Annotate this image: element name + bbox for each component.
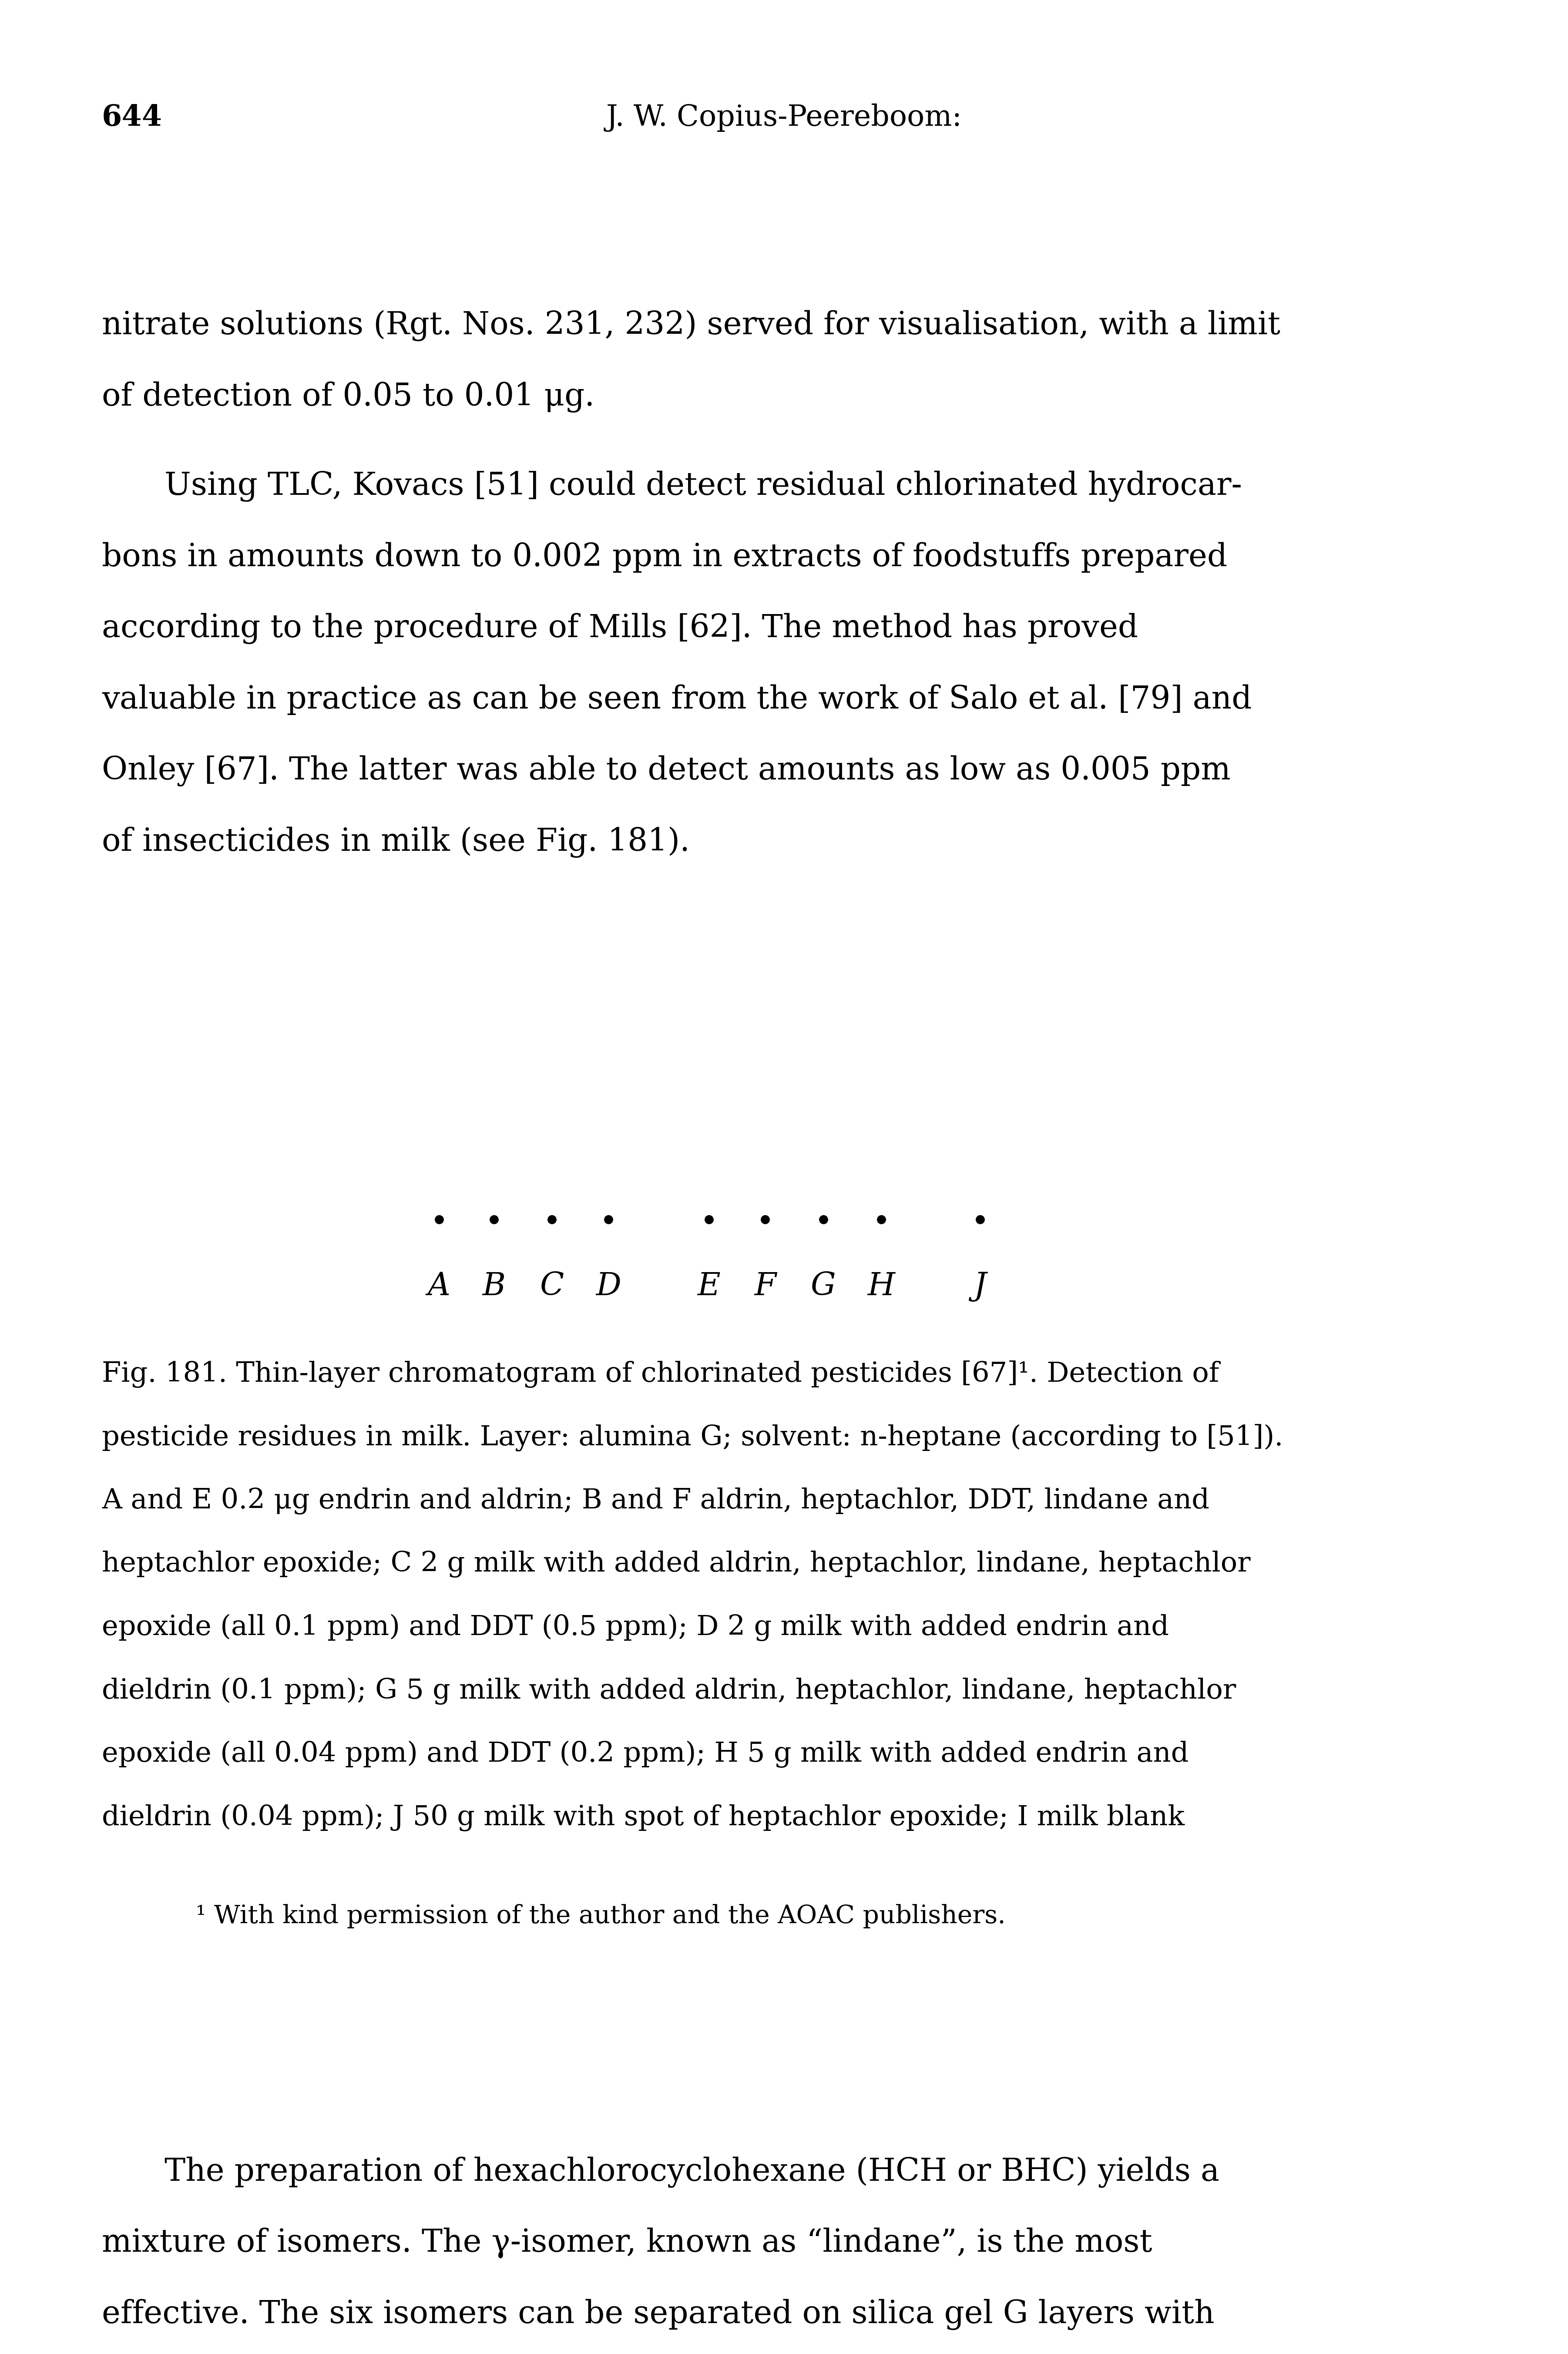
Text: Using TLC, Kovacs [51] could detect residual chlorinated hydrocar-: Using TLC, Kovacs [51] could detect resi… xyxy=(165,471,1242,501)
Text: D: D xyxy=(596,1271,621,1302)
Text: B: B xyxy=(483,1271,505,1302)
Text: pesticide residues in milk. Layer: alumina G; solvent: n-heptane (according to [: pesticide residues in milk. Layer: alumi… xyxy=(102,1424,1283,1452)
Text: dieldrin (0.04 ppm); J 50 g milk with spot of heptachlor epoxide; I milk blank: dieldrin (0.04 ppm); J 50 g milk with sp… xyxy=(102,1803,1185,1831)
Text: effective. The six isomers can be separated on silica gel G layers with: effective. The six isomers can be separa… xyxy=(102,2300,1215,2330)
Text: A and E 0.2 μg endrin and aldrin; B and F aldrin, heptachlor, DDT, lindane and: A and E 0.2 μg endrin and aldrin; B and … xyxy=(102,1488,1209,1514)
Text: Onley [67]. The latter was able to detect amounts as low as 0.005 ppm: Onley [67]. The latter was able to detec… xyxy=(102,756,1231,786)
Text: The preparation of hexachlorocyclohexane (HCH or BHC) yields a: The preparation of hexachlorocyclohexane… xyxy=(165,2156,1220,2187)
Text: of insecticides in milk (see Fig. 181).: of insecticides in milk (see Fig. 181). xyxy=(102,826,690,857)
Text: according to the procedure of Mills [62]. The method has proved: according to the procedure of Mills [62]… xyxy=(102,612,1138,645)
Text: mixture of isomers. The γ-isomer, known as “lindane”, is the most: mixture of isomers. The γ-isomer, known … xyxy=(102,2227,1152,2257)
Text: nitrate solutions (Rgt. Nos. 231, 232) served for visualisation, with a limit: nitrate solutions (Rgt. Nos. 231, 232) s… xyxy=(102,311,1281,341)
Text: C: C xyxy=(539,1271,564,1302)
Text: valuable in practice as can be seen from the work of Salo et al. [79] and: valuable in practice as can be seen from… xyxy=(102,685,1251,716)
Text: epoxide (all 0.1 ppm) and DDT (0.5 ppm); D 2 g milk with added endrin and: epoxide (all 0.1 ppm) and DDT (0.5 ppm);… xyxy=(102,1615,1170,1641)
Text: J. W. Copius-Peereboom:: J. W. Copius-Peereboom: xyxy=(605,104,963,132)
Text: F: F xyxy=(754,1271,776,1302)
Text: dieldrin (0.1 ppm); G 5 g milk with added aldrin, heptachlor, lindane, heptachlo: dieldrin (0.1 ppm); G 5 g milk with adde… xyxy=(102,1678,1236,1704)
Text: Fig. 181. Thin-layer chromatogram of chlorinated pesticides [67]¹. Detection of: Fig. 181. Thin-layer chromatogram of chl… xyxy=(102,1361,1220,1389)
Text: bons in amounts down to 0.002 ppm in extracts of foodstuffs prepared: bons in amounts down to 0.002 ppm in ext… xyxy=(102,541,1228,572)
Text: A: A xyxy=(428,1271,450,1302)
Text: E: E xyxy=(698,1271,720,1302)
Text: H: H xyxy=(867,1271,895,1302)
Text: G: G xyxy=(811,1271,836,1302)
Text: 644: 644 xyxy=(102,104,163,132)
Text: epoxide (all 0.04 ppm) and DDT (0.2 ppm); H 5 g milk with added endrin and: epoxide (all 0.04 ppm) and DDT (0.2 ppm)… xyxy=(102,1740,1189,1768)
Text: heptachlor epoxide; C 2 g milk with added aldrin, heptachlor, lindane, heptachlo: heptachlor epoxide; C 2 g milk with adde… xyxy=(102,1551,1251,1577)
Text: J: J xyxy=(974,1271,986,1302)
Text: of detection of 0.05 to 0.01 μg.: of detection of 0.05 to 0.01 μg. xyxy=(102,381,594,412)
Text: ¹ With kind permission of the author and the AOAC publishers.: ¹ With kind permission of the author and… xyxy=(196,1904,1005,1928)
